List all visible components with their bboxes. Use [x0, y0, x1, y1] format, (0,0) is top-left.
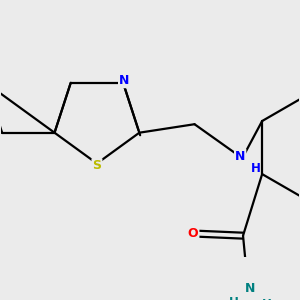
Text: H: H: [261, 298, 271, 300]
Text: S: S: [92, 159, 101, 172]
Text: O: O: [188, 227, 199, 240]
Text: N: N: [119, 74, 129, 87]
Text: H: H: [251, 162, 261, 175]
Text: H: H: [229, 296, 238, 300]
Text: N: N: [245, 282, 256, 295]
Text: N: N: [235, 150, 245, 163]
